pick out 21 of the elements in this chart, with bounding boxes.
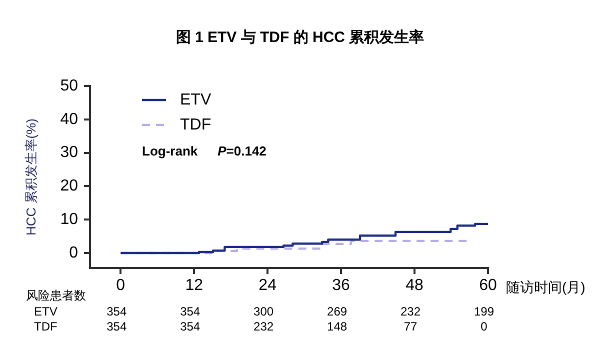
- legend-label: TDF: [180, 116, 212, 134]
- x-tick-label: 60: [479, 277, 497, 294]
- text: ETV 354 354 300 269 232 199: [34, 304, 494, 318]
- y-tick-label: 30: [60, 144, 78, 162]
- x-tick-label: 48: [406, 277, 424, 294]
- x-tick-label: 24: [258, 277, 277, 294]
- y-tick-label: 10: [60, 210, 78, 228]
- y-tick-label: 20: [60, 178, 78, 195]
- x-tick-label: 36: [332, 277, 350, 294]
- x-tick-label: 12: [185, 277, 204, 294]
- text: 风险患者数: [26, 288, 86, 302]
- text: TDF 354 354 232 148 77 0: [34, 319, 488, 334]
- legend-label: ETV: [180, 91, 212, 108]
- text: Log-rank P=0.142: [142, 144, 266, 159]
- y-tick-label: 0: [69, 244, 78, 262]
- x-axis-title: 随访时间(月): [506, 278, 586, 295]
- x-tick-label: 0: [116, 277, 126, 294]
- chart-title: 图 1 ETV 与 TDF 的 HCC 累积发生率: [176, 28, 424, 46]
- y-tick-label: 50: [60, 77, 78, 94]
- y-axis-title: HCC 累积发生率(%): [24, 118, 39, 236]
- y-tick-label: 40: [60, 110, 78, 128]
